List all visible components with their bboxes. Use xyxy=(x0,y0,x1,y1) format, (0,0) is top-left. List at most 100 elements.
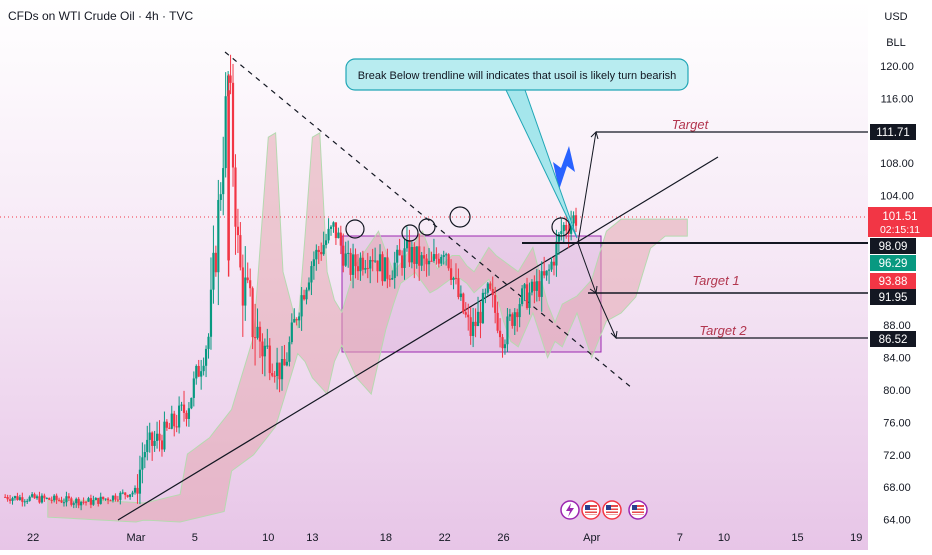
candle-body xyxy=(109,500,112,502)
up-arrow-icon[interactable] xyxy=(553,146,575,190)
us-flag-event-icon[interactable] xyxy=(628,500,648,520)
level-98-tag: 98.09 xyxy=(870,238,916,254)
candle-body xyxy=(361,257,364,270)
candle-body xyxy=(48,497,51,500)
candle-body xyxy=(339,232,342,246)
candle-body xyxy=(170,413,173,429)
candle-body xyxy=(432,254,436,261)
candle-body xyxy=(332,222,335,227)
candle-body xyxy=(60,500,63,503)
x-tick-label: 15 xyxy=(791,532,803,544)
candle-body xyxy=(354,254,357,267)
candle-body xyxy=(251,288,254,338)
candle-body xyxy=(538,281,541,297)
candle-body xyxy=(40,495,44,503)
target-price-tag: 111.71 xyxy=(870,124,916,140)
candle-body xyxy=(516,312,519,318)
candle-body xyxy=(557,234,560,242)
svg-text:96.29: 96.29 xyxy=(879,258,908,270)
candle-body xyxy=(305,289,308,300)
candle-body xyxy=(18,497,21,500)
candle-body xyxy=(371,259,374,262)
time-axis[interactable]: 22 Mar 5 10 13 18 22 26 Apr 7 10 15 19 xyxy=(27,532,862,544)
candle-body xyxy=(418,246,421,266)
candle-body xyxy=(158,433,161,441)
candle-body xyxy=(55,495,58,500)
candle-body xyxy=(129,494,132,497)
candle-body xyxy=(555,241,558,266)
candle-body xyxy=(8,499,12,501)
candle-body xyxy=(207,336,210,349)
y-tick-label: 108.00 xyxy=(880,158,914,170)
chart-title: CFDs on WTI Crude Oil · 4h · TVC xyxy=(8,9,194,23)
candle-body xyxy=(53,495,56,501)
candle-body xyxy=(253,337,257,339)
candle-body xyxy=(133,487,137,493)
level-86-tag: 86.52 xyxy=(870,331,916,347)
candle-body xyxy=(26,500,29,502)
swing-circle xyxy=(345,219,365,239)
candle-body xyxy=(160,440,164,450)
candle-body xyxy=(562,224,565,232)
candle-body xyxy=(447,254,450,269)
candle-body xyxy=(307,282,311,290)
svg-text:98.09: 98.09 xyxy=(879,241,908,253)
current-price-value: 101.51 xyxy=(882,211,917,223)
us-flag-event-icon[interactable] xyxy=(602,500,622,520)
candle-body xyxy=(187,408,191,419)
candle-body xyxy=(155,433,159,441)
cloud-band xyxy=(47,132,688,523)
candle-body xyxy=(131,492,134,495)
candle-body xyxy=(266,345,269,347)
ascending-trendline[interactable] xyxy=(117,156,719,521)
candle-body xyxy=(50,499,53,501)
descending-trendline[interactable] xyxy=(224,51,633,389)
candle-body xyxy=(31,494,34,497)
candle-body xyxy=(77,498,80,506)
candle-body xyxy=(570,223,573,234)
candle-body xyxy=(391,277,394,280)
candle-body xyxy=(513,312,516,326)
target1-label: Target 1 xyxy=(692,273,739,288)
candle-body xyxy=(413,246,416,264)
candle-body xyxy=(219,194,222,200)
candle-body xyxy=(236,226,240,236)
us-flag-event-icon[interactable] xyxy=(581,500,601,520)
candle-body xyxy=(231,82,235,168)
candle-body xyxy=(322,244,325,255)
candle-body xyxy=(334,222,338,239)
candle-body xyxy=(182,404,186,413)
unit-selector[interactable]: BLL xyxy=(886,37,906,49)
svg-text:91.95: 91.95 xyxy=(879,292,908,304)
callout-group[interactable]: Break Below trendline will indicates tha… xyxy=(345,58,689,239)
candle-body xyxy=(315,249,318,260)
candle-body xyxy=(496,312,499,331)
candle-body xyxy=(293,319,296,323)
candle-body xyxy=(141,457,144,470)
candle-body xyxy=(244,277,247,306)
candle-body xyxy=(403,248,406,268)
candle-body xyxy=(106,498,110,501)
candle-body xyxy=(239,235,242,268)
candle-body xyxy=(21,497,24,502)
level-lines xyxy=(522,131,868,339)
candle-body xyxy=(136,487,139,494)
candle-body xyxy=(13,496,17,499)
candle-body xyxy=(99,496,102,504)
candle-body xyxy=(249,280,252,289)
candle-body xyxy=(494,295,497,313)
candle-body xyxy=(261,341,264,357)
candle-body xyxy=(180,404,183,406)
candle-body xyxy=(481,292,485,324)
candle-body xyxy=(523,284,526,289)
candle-body xyxy=(437,258,440,264)
candle-body xyxy=(435,254,438,259)
candle-body xyxy=(173,413,176,427)
candle-body xyxy=(283,359,286,366)
candle-body xyxy=(501,337,504,349)
candle-body xyxy=(45,497,48,499)
currency-selector[interactable]: USD xyxy=(884,11,908,23)
candle-body xyxy=(396,249,399,263)
